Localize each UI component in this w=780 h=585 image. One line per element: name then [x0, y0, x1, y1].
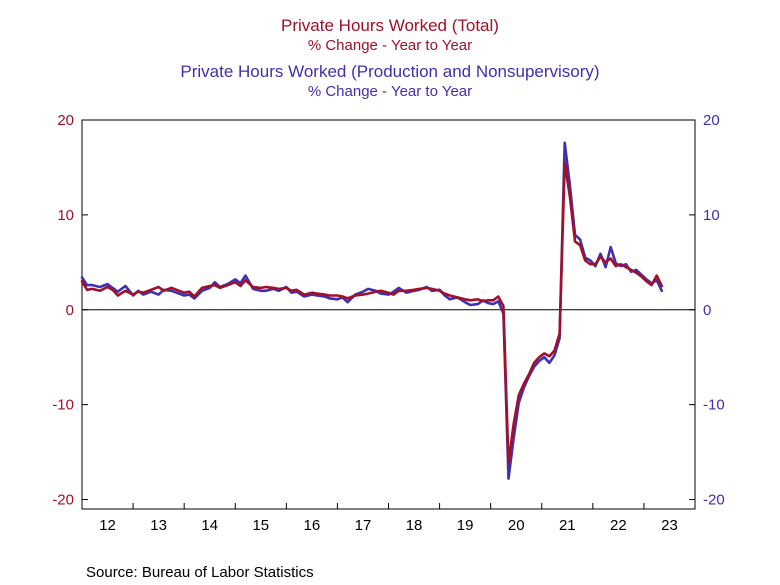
left-y-axis: -20 -10 0 10 20 — [52, 112, 88, 509]
x-tick-label: 12 — [99, 517, 116, 534]
title-line-1: % Change - Year to Year — [308, 37, 472, 54]
left-y-tick-label: -20 — [52, 492, 74, 509]
x-axis: 12 13 14 15 16 17 18 19 20 21 22 23 — [81, 503, 696, 534]
right-y-tick-label: -10 — [703, 397, 725, 414]
title-line-0: Private Hours Worked (Total) — [281, 16, 499, 35]
right-y-tick-label: -20 — [703, 492, 725, 509]
left-y-tick-label: 10 — [57, 207, 74, 224]
right-y-tick-label: 20 — [703, 112, 720, 129]
x-tick-label: 14 — [201, 517, 218, 534]
series-layer — [80, 141, 664, 480]
x-tick-label: 20 — [508, 517, 525, 534]
title-line-3: % Change - Year to Year — [308, 83, 472, 100]
x-tick-label: 18 — [406, 517, 423, 534]
x-tick-label: 15 — [252, 517, 269, 534]
right-y-tick-label: 10 — [703, 207, 720, 224]
x-tick-label: 17 — [355, 517, 372, 534]
series-line-production — [80, 141, 664, 480]
x-tick-label: 16 — [304, 517, 321, 534]
plot-area: -20 -10 0 10 20 -20 -10 0 10 20 12 13 14 15 16 17 18 19… — [52, 112, 724, 534]
right-y-axis: -20 -10 0 10 20 — [689, 112, 725, 509]
x-tick-label: 13 — [150, 517, 167, 534]
x-tick-label: 22 — [610, 517, 627, 534]
plot-frame — [81, 119, 696, 510]
chart-titles: Private Hours Worked (Total) % Change - Y… — [180, 16, 599, 100]
left-y-tick-label: -10 — [52, 397, 74, 414]
title-line-2: Private Hours Worked (Production and Non… — [180, 62, 599, 81]
left-y-tick-label: 20 — [57, 112, 74, 129]
right-y-tick-label: 0 — [703, 302, 711, 319]
source-note: Source: Bureau of Labor Statistics — [86, 564, 314, 581]
x-tick-label: 19 — [457, 517, 474, 534]
left-y-tick-label: 0 — [66, 302, 74, 319]
series-line-total — [80, 161, 664, 465]
x-tick-label: 21 — [559, 517, 576, 534]
x-tick-label: 23 — [661, 517, 678, 534]
